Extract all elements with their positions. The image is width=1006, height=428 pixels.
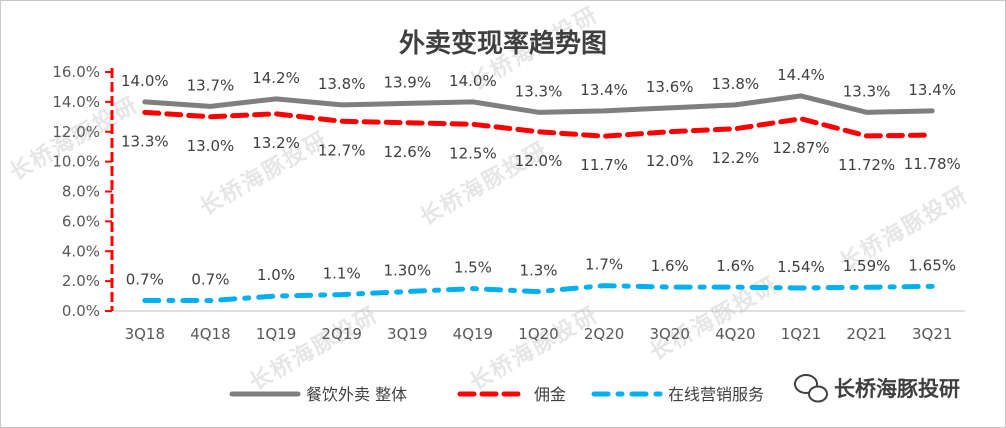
data-label: 1.6% [651,257,689,275]
data-label: 13.8% [318,75,366,93]
x-tick-label: 4Q20 [715,325,755,343]
data-label: 1.6% [716,257,754,275]
data-label: 12.5% [449,144,497,162]
data-label: 14.2% [252,69,300,87]
data-label: 1.3% [519,262,557,280]
data-label: 1.30% [383,262,431,280]
data-label: 1.0% [257,266,295,284]
y-tick-label: 6.0% [62,212,100,230]
series-line-2 [142,283,935,304]
x-tick-label: 3Q18 [125,325,165,343]
data-label: 14.0% [121,72,169,90]
data-label: 11.72% [838,156,895,174]
data-label: 13.4% [908,81,956,99]
data-label: 13.0% [187,137,235,155]
data-label: 1.54% [777,258,825,276]
y-tick-label: 0.0% [62,302,100,320]
data-label: 1.1% [323,265,361,283]
x-tick-label: 2Q19 [321,325,361,343]
series-line-0 [142,93,935,115]
data-label: 1.7% [585,256,623,274]
y-tick-label: 14.0% [52,93,100,111]
data-label: 13.4% [580,81,628,99]
series-line-1 [142,109,935,139]
data-label: 14.4% [777,66,825,84]
data-label: 0.7% [126,271,164,289]
x-tick-label: 3Q20 [650,325,690,343]
wechat-icon [794,374,828,403]
data-label: 0.7% [191,271,229,289]
y-tick-label: 16.0% [52,63,100,81]
y-tick-label: 10.0% [52,153,100,171]
legend-label: 在线营销服务 [668,385,764,404]
data-label: 1.65% [908,256,956,274]
data-label: 12.87% [772,139,829,157]
data-label: 1.5% [454,259,492,277]
data-label: 13.9% [383,73,431,91]
data-label: 13.7% [187,76,235,94]
data-label: 11.7% [580,156,628,174]
x-tick-label: 2Q20 [584,325,624,343]
data-label: 13.3% [515,82,563,100]
data-label: 13.3% [121,132,169,150]
x-tick-label: 1Q19 [256,325,296,343]
x-tick-label: 4Q19 [453,325,493,343]
data-label: 13.8% [712,75,760,93]
x-tick-label: 3Q21 [912,325,952,343]
y-tick-label: 2.0% [62,272,100,290]
chart-title: 外卖变现率趋势图 [399,28,607,59]
x-tick-label: 4Q18 [190,325,230,343]
y-tick-label: 4.0% [62,242,100,260]
data-label: 11.78% [904,155,961,173]
data-label: 12.0% [646,152,694,170]
data-label: 12.2% [712,149,760,167]
x-tick-label: 2Q21 [846,325,886,343]
data-label: 1.59% [843,257,891,275]
data-label: 13.3% [843,82,891,100]
x-tick-label: 3Q19 [387,325,427,343]
data-label: 13.6% [646,78,694,96]
data-label: 12.6% [383,143,431,161]
legend-label: 佣金 [534,385,566,404]
x-tick-label: 1Q20 [518,325,558,343]
y-tick-label: 12.0% [52,123,100,141]
data-label: 12.7% [318,141,366,159]
legend-label: 餐饮外卖 整体 [306,385,407,404]
data-label: 13.2% [252,134,300,152]
x-tick-label: 1Q21 [781,325,821,343]
data-label: 14.0% [449,72,497,90]
brand-name: 长桥海豚投研 [834,377,960,401]
y-tick-label: 8.0% [62,183,100,201]
data-label: 12.0% [515,152,563,170]
